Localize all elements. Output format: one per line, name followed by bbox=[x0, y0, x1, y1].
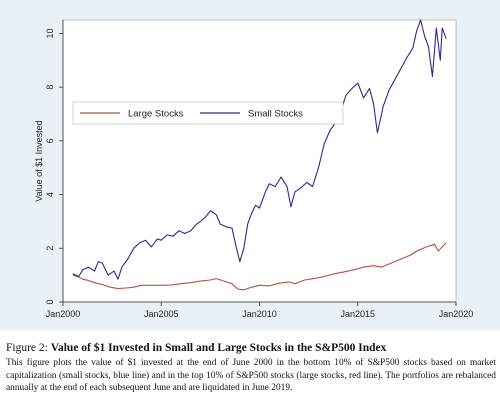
x-tick-label: Jan2005 bbox=[144, 309, 179, 319]
legend-label-large-stocks: Large Stocks bbox=[128, 109, 184, 120]
chart-panel: 0 2 4 6 8 10 Jan2000 Jan2005 Jan2010 Jan2015 Jan2… bbox=[0, 0, 500, 330]
y-tick-label: 6 bbox=[45, 138, 55, 143]
x-tick-label: Jan2020 bbox=[439, 309, 474, 319]
x-tick-label: Jan2015 bbox=[340, 309, 375, 319]
series-lines bbox=[72, 19, 447, 291]
series-line-small-stocks bbox=[72, 19, 447, 280]
x-tick-label: Jan2000 bbox=[46, 309, 81, 319]
caption-label: Figure 2: bbox=[6, 342, 48, 354]
figure-caption: Figure 2: Value of $1 Invested in Small … bbox=[6, 342, 496, 395]
caption-body: This figure plots the value of $1 invest… bbox=[6, 358, 496, 393]
legend-label-small-stocks: Small Stocks bbox=[248, 109, 303, 120]
y-axis-ticks: 0 2 4 6 8 10 bbox=[45, 28, 63, 305]
x-tick-label: Jan2010 bbox=[242, 309, 277, 319]
y-tick-label: 8 bbox=[45, 85, 55, 90]
y-tick-label: 4 bbox=[45, 192, 55, 197]
x-axis-ticks: Jan2000 Jan2005 Jan2010 Jan2015 Jan2020 bbox=[46, 302, 474, 319]
series-line-large-stocks bbox=[72, 242, 447, 291]
caption-title: Value of $1 Invested in Small and Large … bbox=[50, 342, 387, 354]
caption-heading: Figure 2: Value of $1 Invested in Small … bbox=[6, 342, 496, 354]
y-tick-label: 2 bbox=[45, 246, 55, 251]
y-tick-label: 10 bbox=[45, 28, 55, 38]
y-axis-title: Value of $1 Invested bbox=[34, 120, 44, 201]
plot-area bbox=[62, 19, 457, 303]
legend: Large Stocks Small Stocks bbox=[72, 101, 344, 125]
y-tick-label: 0 bbox=[45, 299, 55, 304]
